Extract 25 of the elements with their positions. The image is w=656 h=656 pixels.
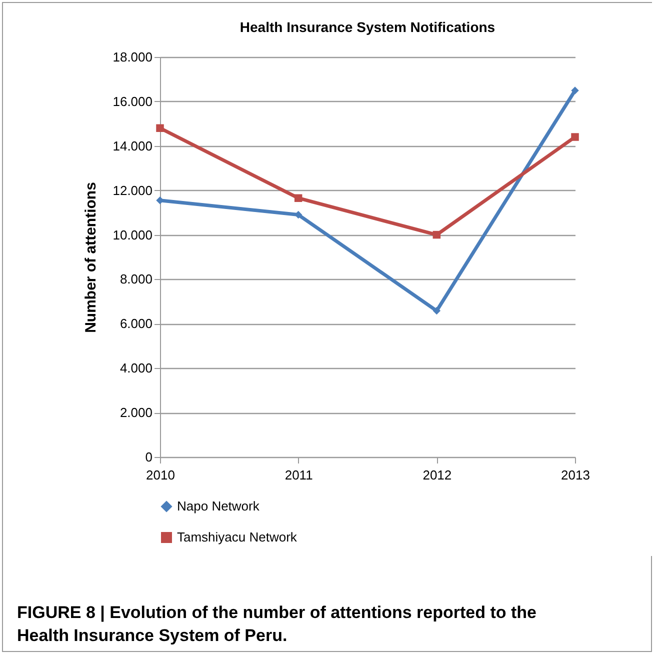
- y-tick-label: 2.000: [120, 405, 152, 420]
- point: [432, 306, 441, 315]
- y-tick-label: 8.000: [120, 272, 152, 287]
- y-tick-label: 18.000: [112, 50, 152, 64]
- legend-label: Tamshiyacu Network: [177, 530, 298, 544]
- x-tick-label: 2010: [146, 468, 175, 482]
- point: [432, 230, 441, 239]
- y-tick-label: 10.000: [112, 227, 152, 242]
- y-tick-label: 4.000: [120, 360, 152, 376]
- x-tick-label: 2011: [284, 468, 313, 482]
- y-tick-label: 16.000: [112, 94, 152, 109]
- y-tick-label: 12.000: [112, 182, 152, 198]
- y-tick-label: 0: [145, 450, 152, 464]
- point: [571, 86, 579, 94]
- legend-label: Napo Network: [177, 498, 260, 514]
- chart-title: Health Insurance System Notifications: [240, 19, 496, 35]
- x-tick-label: 2013: [561, 468, 590, 482]
- y-tick-label: 6.000: [120, 316, 152, 332]
- point: [294, 194, 302, 202]
- x-tick-label: 2012: [422, 468, 452, 482]
- caption: FIGURE 8 | Evolution of the number of attentions reported to the Health Insurance System of Peru.: [17, 602, 538, 647]
- point: [156, 124, 164, 132]
- y-axis-title: Number of attentions: [82, 182, 100, 333]
- point: [571, 133, 579, 141]
- y-tick-label: 14.000: [112, 138, 152, 154]
